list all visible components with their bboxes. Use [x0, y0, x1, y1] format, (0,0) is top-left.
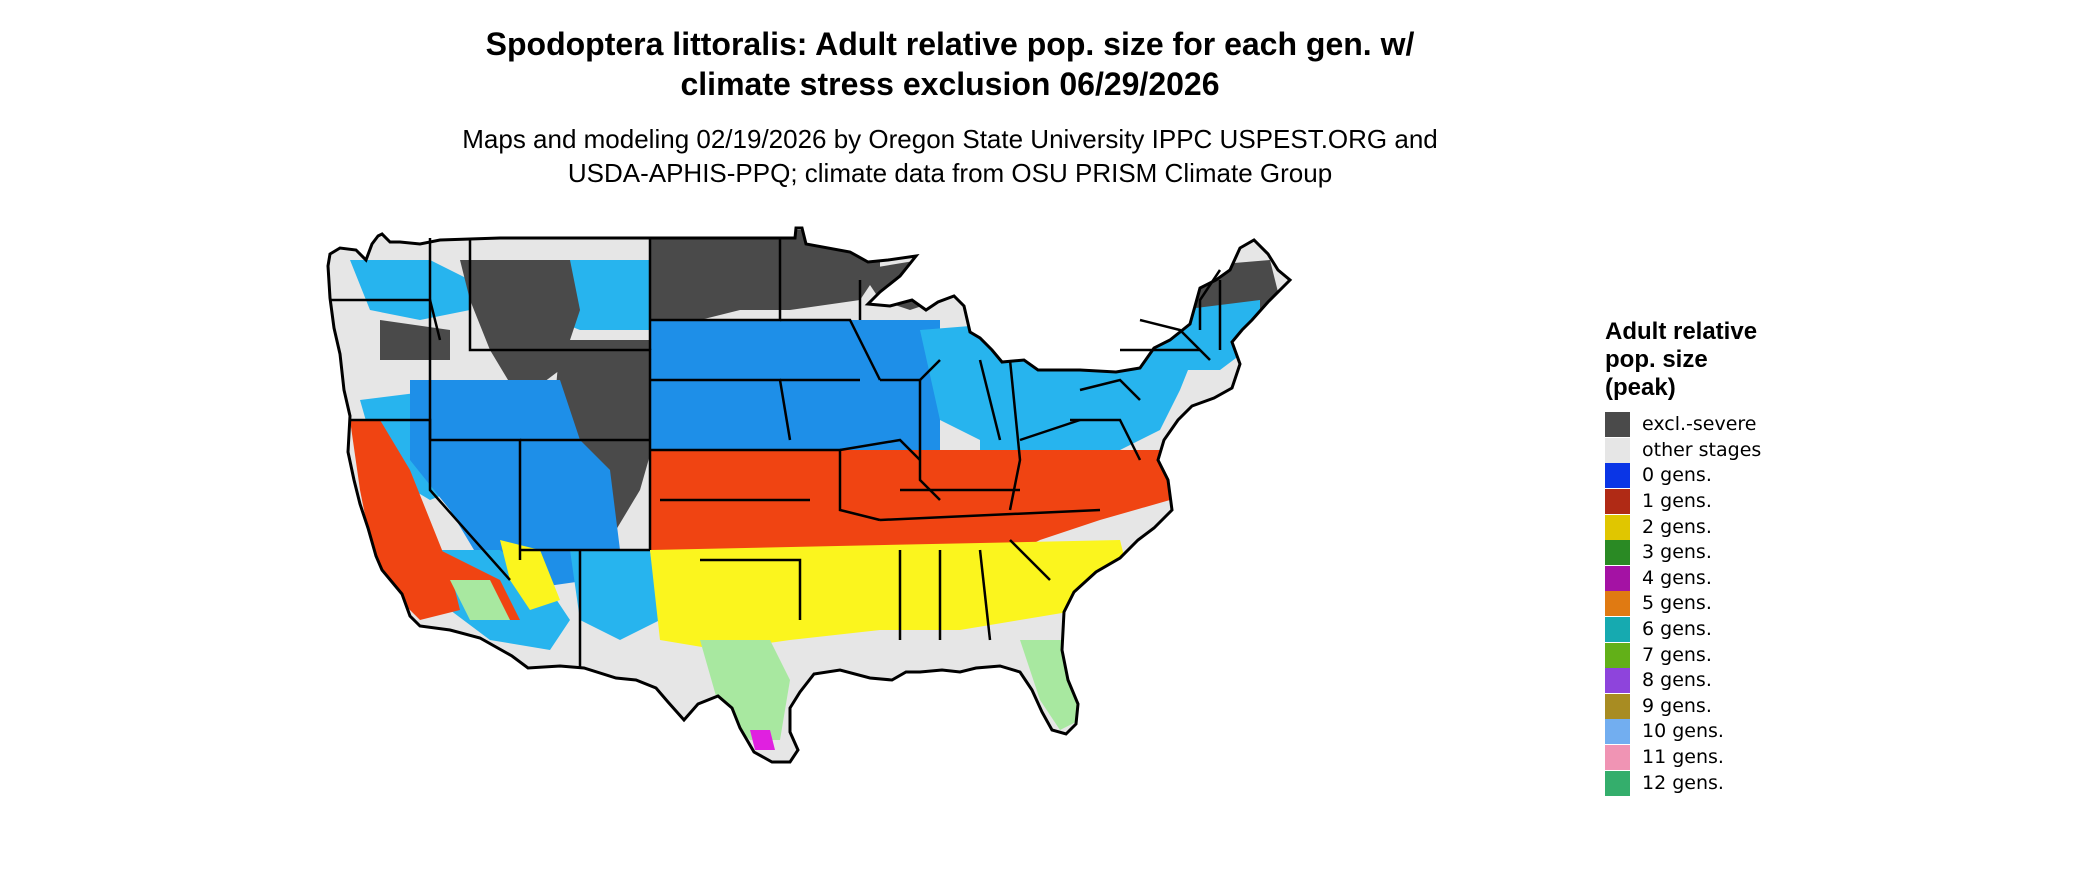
- legend-swatch: [1605, 642, 1630, 668]
- legend-item-8-gens: 8 gens.: [1605, 668, 1905, 694]
- region-blue-rockies: [410, 380, 620, 590]
- legend-item-3-gens: 3 gens.: [1605, 540, 1905, 566]
- legend-item-1-gens: 1 gens.: [1605, 489, 1905, 515]
- legend-label: 6 gens.: [1642, 618, 1712, 641]
- legend-swatch: [1605, 770, 1630, 796]
- legend-item-12-gens: 12 gens.: [1605, 770, 1905, 796]
- legend-swatch: [1605, 719, 1630, 745]
- legend-label: excl.-severe: [1642, 413, 1757, 436]
- legend-label: 1 gens.: [1642, 490, 1712, 513]
- legend-label: 10 gens.: [1642, 720, 1724, 743]
- map-title-line-1: Spodoptera littoralis: Adult relative po…: [485, 26, 1415, 62]
- legend-label: 12 gens.: [1642, 771, 1724, 794]
- legend-label: 5 gens.: [1642, 592, 1712, 615]
- legend-swatch: [1605, 745, 1630, 771]
- legend-label: 7 gens.: [1642, 643, 1712, 666]
- legend-swatch: [1605, 412, 1630, 438]
- map-subtitle: Maps and modeling 02/19/2026 by Oregon S…: [0, 122, 1900, 190]
- legend-swatch: [1605, 489, 1630, 515]
- legend-swatch: [1605, 463, 1630, 489]
- map-subtitle-line-2: USDA-APHIS-PPQ; climate data from OSU PR…: [567, 158, 1333, 188]
- legend-swatch: [1605, 514, 1630, 540]
- region-yellow-gulf: [500, 540, 1130, 650]
- legend-label: other stages: [1642, 438, 1762, 461]
- legend-swatch: [1605, 693, 1630, 719]
- region-orange-south-central: [650, 450, 1180, 560]
- map-title-line-2: climate stress exclusion 06/29/2026: [680, 66, 1220, 102]
- legend-swatch: [1605, 617, 1630, 643]
- legend-item-0-gens: 0 gens.: [1605, 463, 1905, 489]
- legend-label: 3 gens.: [1642, 541, 1712, 564]
- legend-item-excl-severe: excl.-severe: [1605, 412, 1905, 438]
- legend-items: excl.-severe other stages 0 gens. 1 gens…: [1605, 412, 1905, 796]
- legend-label: 2 gens.: [1642, 515, 1712, 538]
- legend-item-2-gens: 2 gens.: [1605, 514, 1905, 540]
- legend-swatch: [1605, 437, 1630, 463]
- legend-label: 4 gens.: [1642, 566, 1712, 589]
- legend-item-7-gens: 7 gens.: [1605, 642, 1905, 668]
- legend-label: 11 gens.: [1642, 746, 1724, 769]
- legend-label: 8 gens.: [1642, 669, 1712, 692]
- legend-swatch: [1605, 591, 1630, 617]
- population-layers: [350, 230, 1280, 762]
- legend-title-line-3: (peak): [1605, 374, 1676, 401]
- region-orange-california: [350, 420, 520, 620]
- legend-label: 0 gens.: [1642, 464, 1712, 487]
- legend-title: Adult relative pop. size (peak): [1605, 318, 1905, 402]
- map-title: Spodoptera littoralis: Adult relative po…: [0, 24, 1900, 104]
- legend-item-6-gens: 6 gens.: [1605, 617, 1905, 643]
- map-subtitle-line-1: Maps and modeling 02/19/2026 by Oregon S…: [462, 124, 1438, 154]
- legend-item-11-gens: 11 gens.: [1605, 745, 1905, 771]
- legend-swatch: [1605, 668, 1630, 694]
- us-map: [326, 226, 1292, 764]
- legend-swatch: [1605, 565, 1630, 591]
- legend-item-10-gens: 10 gens.: [1605, 719, 1905, 745]
- legend-title-line-1: Adult relative: [1605, 318, 1758, 345]
- legend-item-other-stages: other stages: [1605, 437, 1905, 464]
- legend-swatch: [1605, 540, 1630, 566]
- legend-title-line-2: pop. size: [1605, 346, 1708, 373]
- legend: Adult relative pop. size (peak) excl.-se…: [1605, 318, 1905, 796]
- legend-item-4-gens: 4 gens.: [1605, 565, 1905, 592]
- legend-item-5-gens: 5 gens.: [1605, 591, 1905, 617]
- region-green-south: [450, 580, 1080, 740]
- legend-label: 9 gens.: [1642, 694, 1712, 717]
- region-excluded-north: [650, 230, 1280, 340]
- legend-item-9-gens: 9 gens.: [1605, 693, 1905, 720]
